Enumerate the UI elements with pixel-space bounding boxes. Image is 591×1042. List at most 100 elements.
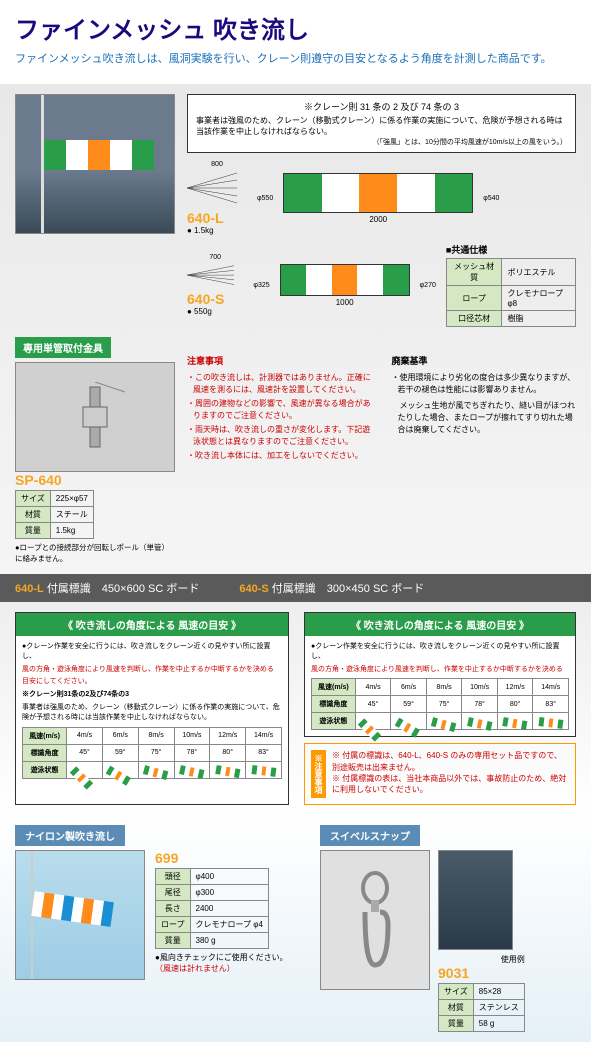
snap-label: スイベルスナップ	[320, 825, 420, 846]
ws0: 4m/s	[67, 727, 103, 744]
nylon-warn: （風速は計れません）	[155, 963, 288, 974]
n-v2: 2400	[190, 901, 268, 917]
snap-spec-table: サイズ85×28 材質ステンレス 質量58 g	[438, 983, 525, 1032]
law-note: （「強風」とは、10分間の平均風速が10m/s以上の風をいう。）	[196, 137, 567, 147]
ws3: 10m/s	[174, 727, 210, 744]
law-box: ※クレーン則 31 条の 2 及び 74 条の 3 事業者は強風のため、クレーン…	[187, 94, 576, 153]
board-s-title: 《 吹き流しの角度による 風速の目安 》	[305, 613, 575, 636]
weight-640l: ● 1.5kg	[187, 226, 247, 235]
cs-k1: ロープ	[446, 286, 502, 311]
board-caution-2: ※ 付属標識の表は、当社本商品以外では、事故防止のため、絶対に利用しないでくださ…	[332, 773, 569, 795]
a5: 83°	[246, 744, 282, 761]
dim-arm-l: 800	[187, 161, 247, 168]
n-v4: 380 g	[190, 933, 268, 949]
sa3: 78°	[462, 696, 498, 713]
ws2: 8m/s	[138, 727, 174, 744]
cs-k0: メッシュ材質	[446, 259, 502, 286]
caution-0: ・この吹き流しは、計測器ではありません。正確に風速を測るには、風速計を設置してく…	[187, 372, 372, 396]
board-l-title: 《 吹き流しの角度による 風速の目安 》	[16, 613, 288, 636]
n-k0: 頭径	[156, 869, 191, 885]
a0: 45°	[67, 744, 103, 761]
row-l-1: 標識角度	[23, 744, 67, 761]
weight-640s: ● 550g	[187, 307, 243, 316]
b-v1: スチール	[50, 507, 93, 523]
ws1: 6m/s	[102, 727, 138, 744]
cs-v0: ポリエステル	[502, 259, 576, 286]
b-k2: 質量	[16, 523, 51, 539]
snap-use-label: 使用例	[438, 954, 525, 965]
cs-v1: クレモナロープ φ8	[502, 286, 576, 311]
common-spec-table: メッシュ材質ポリエステル ロープクレモナロープ φ8 口径芯材樹脂	[446, 258, 576, 327]
s-v2: 58 g	[473, 1016, 524, 1032]
n-v3: クレモナロープ φ4	[190, 917, 268, 933]
board-s: 《 吹き流しの角度による 風速の目安 》 ●クレーン作業を安全に行うには、吹き流…	[304, 612, 576, 737]
dim-arm-s: 700	[187, 254, 243, 261]
row-l-2: 遊泳状態	[23, 761, 67, 778]
sws5: 14m/s	[533, 679, 569, 696]
ws5: 14m/s	[246, 727, 282, 744]
sa4: 80°	[497, 696, 533, 713]
product-photo	[15, 94, 175, 234]
nylon-image	[15, 850, 145, 980]
sa5: 83°	[533, 696, 569, 713]
s-k2: 質量	[439, 1016, 474, 1032]
sws1: 6m/s	[391, 679, 427, 696]
code-640s: 640-S	[187, 291, 243, 307]
sws2: 8m/s	[426, 679, 462, 696]
board-l: 《 吹き流しの角度による 風速の目安 》 ●クレーン作業を安全に行うには、吹き流…	[15, 612, 289, 805]
dim-right-s: φ270	[420, 282, 436, 289]
a3: 78°	[174, 744, 210, 761]
wind-table-s: 風速(m/s) 4m/s6m/s8m/s10m/s12m/s14m/s 標識角度…	[311, 678, 569, 730]
cs-v2: 樹脂	[502, 311, 576, 327]
sa2: 75°	[426, 696, 462, 713]
bracket-code: SP-640	[15, 472, 175, 488]
b-k1: 材質	[16, 507, 51, 523]
subtitle: ファインメッシュ吹き流しは、風洞実験を行い、クレーン則遵守の目安となるよう角度を…	[15, 50, 576, 66]
caution-2: ・雨天時は、吹き流しの重さが変化します。下記遊泳状態とは異なりますのでご注意くだ…	[187, 424, 372, 448]
board-law: ※クレーン則31条の2及び74条の3	[22, 690, 282, 700]
s-k0: サイズ	[439, 984, 474, 1000]
bracket-label: 専用単管取付金具	[15, 337, 111, 358]
b-v2: 1.5kg	[50, 523, 93, 539]
board-caution-1: ※ 付属の標識は、640-L、640-S のみの専用セット品ですので、別途販売は…	[332, 750, 569, 772]
code-640l: 640-L	[187, 210, 247, 226]
a1: 59°	[102, 744, 138, 761]
sa1: 59°	[391, 696, 427, 713]
nylon-desc: ●風向きチェックにご使用ください。	[155, 952, 288, 963]
nylon-spec-table: 頭径φ400 尾径φ300 長さ2400 ロープクレモナロープ φ4 質量380…	[155, 868, 269, 949]
law-title: ※クレーン則 31 条の 2 及び 74 条の 3	[196, 100, 567, 113]
board-caution-box: ※注意事項 ※ 付属の標識は、640-L、640-S のみの専用セット品ですので…	[304, 743, 576, 805]
dim-w-l: 2000	[369, 215, 387, 224]
n-k2: 長さ	[156, 901, 191, 917]
a2: 75°	[138, 744, 174, 761]
n-v0: φ400	[190, 869, 268, 885]
disposal-1: メッシュ生地が風でちぎれたり、縫い目がほつれたりした場合、またロープが擦れてすり…	[392, 400, 577, 436]
dim-right-l: φ540	[483, 195, 499, 202]
caution-3: ・吹き流し本体には、加工をしないでください。	[187, 450, 372, 462]
board-band: 640-L 付属標識 450×600 SC ボード 640-S 付属標識 300…	[0, 574, 591, 602]
band-l-code: 640-L	[15, 583, 44, 595]
wind-table-l: 風速(m/s) 4m/s6m/s8m/s10m/s12m/s14m/s 標識角度…	[22, 727, 282, 779]
board-b3: 目安にしてください。	[22, 678, 92, 685]
band-l-text: 付属標識 450×600 SC ボード	[47, 583, 200, 595]
bracket-image	[15, 362, 175, 472]
disposal-title: 廃棄基準	[392, 355, 577, 369]
s-v1: ステンレス	[473, 1000, 524, 1016]
n-k3: ロープ	[156, 917, 191, 933]
board-s-b1: ●クレーン作業を安全に行うには、吹き流しをクレーン近くの見やすい所に設置し、	[311, 642, 569, 662]
a4: 80°	[210, 744, 246, 761]
sws3: 10m/s	[462, 679, 498, 696]
common-spec-title: ■共通仕様	[446, 243, 576, 256]
row-l-0: 風速(m/s)	[23, 727, 67, 744]
nylon-code: 699	[155, 850, 288, 866]
row-s-1: 標識角度	[312, 696, 356, 713]
n-v1: φ300	[190, 885, 268, 901]
dim-left-l: φ550	[257, 195, 273, 202]
row-s-0: 風速(m/s)	[312, 679, 356, 696]
cs-k2: 口径芯材	[446, 311, 502, 327]
sa0: 45°	[355, 696, 391, 713]
dim-left-s: φ325	[253, 282, 269, 289]
law-body: 事業者は強風のため、クレーン（移動式クレーン）に係る作業の実施について、危険が予…	[196, 115, 567, 137]
snap-use-image	[438, 850, 513, 950]
sws4: 12m/s	[497, 679, 533, 696]
